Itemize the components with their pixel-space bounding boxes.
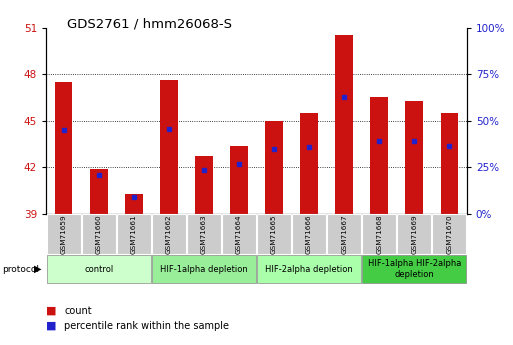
Text: GSM71670: GSM71670	[446, 214, 452, 254]
Bar	[47, 255, 151, 283]
Text: GDS2761 / hmm26068-S: GDS2761 / hmm26068-S	[67, 17, 232, 30]
Bar	[405, 101, 423, 214]
Bar	[370, 97, 388, 214]
Bar	[55, 82, 72, 214]
Text: GSM71662: GSM71662	[166, 214, 172, 254]
Bar	[292, 214, 326, 254]
Bar	[432, 214, 466, 254]
Text: count: count	[64, 306, 92, 315]
Bar	[230, 146, 248, 214]
Text: GSM71669: GSM71669	[411, 214, 417, 254]
Bar	[82, 214, 115, 254]
Bar	[336, 35, 353, 214]
Text: ■: ■	[46, 321, 56, 331]
Text: GSM71668: GSM71668	[376, 214, 382, 254]
Text: GSM71660: GSM71660	[96, 214, 102, 254]
Bar	[257, 214, 291, 254]
Text: HIF-1alpha HIF-2alpha
depletion: HIF-1alpha HIF-2alpha depletion	[367, 259, 461, 279]
Bar	[362, 214, 396, 254]
Bar	[362, 255, 466, 283]
Text: ▶: ▶	[34, 264, 42, 274]
Text: HIF-1alpha depletion: HIF-1alpha depletion	[160, 265, 248, 274]
Text: GSM71665: GSM71665	[271, 214, 277, 254]
Bar	[257, 255, 361, 283]
Text: GSM71663: GSM71663	[201, 214, 207, 254]
Bar	[125, 194, 143, 214]
Text: GSM71659: GSM71659	[61, 214, 67, 254]
Bar	[441, 113, 458, 214]
Text: control: control	[84, 265, 113, 274]
Bar	[90, 169, 108, 214]
Bar	[222, 214, 256, 254]
Bar	[47, 214, 81, 254]
Bar	[265, 121, 283, 214]
Bar	[327, 214, 361, 254]
Bar	[195, 156, 213, 214]
Bar	[398, 214, 431, 254]
Bar	[152, 214, 186, 254]
Text: GSM71661: GSM71661	[131, 214, 137, 254]
Bar	[117, 214, 151, 254]
Text: GSM71664: GSM71664	[236, 214, 242, 254]
Bar	[300, 113, 318, 214]
Bar	[160, 80, 177, 214]
Text: percentile rank within the sample: percentile rank within the sample	[64, 321, 229, 331]
Text: GSM71667: GSM71667	[341, 214, 347, 254]
Text: protocol: protocol	[3, 265, 40, 274]
Text: HIF-2alpha depletion: HIF-2alpha depletion	[265, 265, 353, 274]
Bar	[187, 214, 221, 254]
Text: ■: ■	[46, 306, 56, 315]
Bar	[152, 255, 256, 283]
Text: GSM71666: GSM71666	[306, 214, 312, 254]
